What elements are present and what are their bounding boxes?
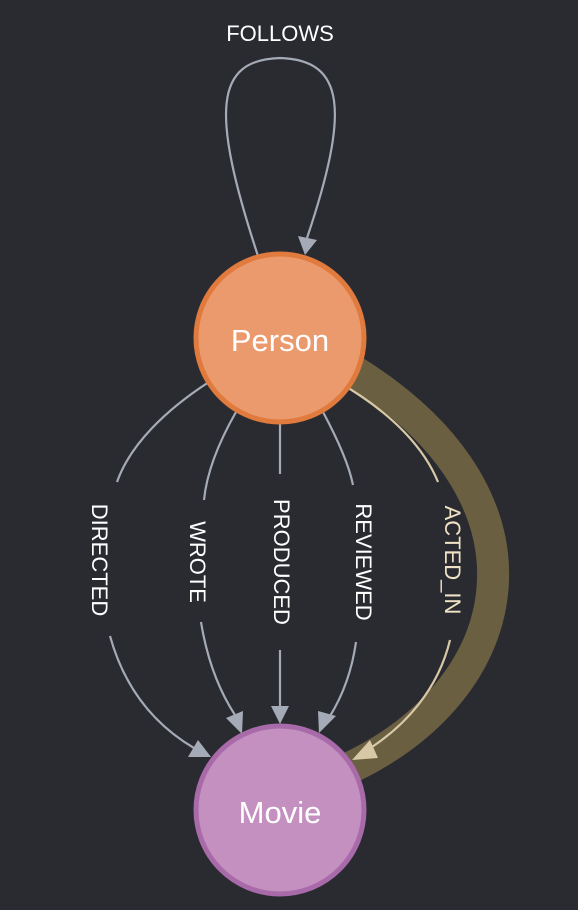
- rel-directed-line-top: [115, 379, 213, 483]
- rel-acted-in-halo: [329, 356, 510, 786]
- rel-produced-arrowhead: [271, 706, 289, 724]
- rel-produced-label: PRODUCED: [269, 499, 294, 625]
- rel-reviewed-arrowhead: [318, 711, 336, 733]
- rel-reviewed-line-top: [322, 411, 355, 486]
- rel-reviewed-line-bottom: [329, 641, 358, 717]
- rel-acted-in-arrowhead: [352, 740, 378, 760]
- rel-follows-label: FOLLOWS: [226, 21, 334, 46]
- rel-produced[interactable]: PRODUCED: [269, 424, 294, 724]
- node-movie-label: Movie: [239, 795, 322, 830]
- node-movie[interactable]: Movie: [193, 723, 367, 897]
- rel-wrote-line-top: [202, 411, 237, 501]
- rel-acted-in[interactable]: ACTED_IN: [329, 356, 510, 786]
- rel-directed[interactable]: DIRECTED: [87, 379, 213, 757]
- rel-reviewed[interactable]: REVIEWED: [318, 411, 376, 733]
- rel-acted-in-label: ACTED_IN: [440, 506, 465, 615]
- rel-follows[interactable]: FOLLOWS: [225, 21, 336, 257]
- rel-wrote-arrowhead: [226, 711, 243, 734]
- rel-follows-arrowhead: [298, 236, 317, 255]
- rel-acted-in-line-bottom: [371, 639, 452, 748]
- rel-wrote-line-bottom: [199, 621, 236, 716]
- rel-acted-in-line-top: [339, 382, 440, 483]
- rel-wrote[interactable]: WROTE: [185, 411, 243, 734]
- rel-wrote-label: WROTE: [185, 521, 210, 603]
- rel-directed-label: DIRECTED: [87, 504, 112, 616]
- rel-directed-line-bottom: [108, 635, 195, 749]
- rel-reviewed-label: REVIEWED: [351, 503, 376, 620]
- node-movie-circle: [193, 723, 367, 897]
- node-person[interactable]: Person: [193, 251, 367, 425]
- rel-directed-arrowhead: [188, 740, 211, 757]
- node-person-label: Person: [231, 323, 329, 358]
- rel-follows-line: [225, 56, 336, 257]
- node-person-circle: [193, 251, 367, 425]
